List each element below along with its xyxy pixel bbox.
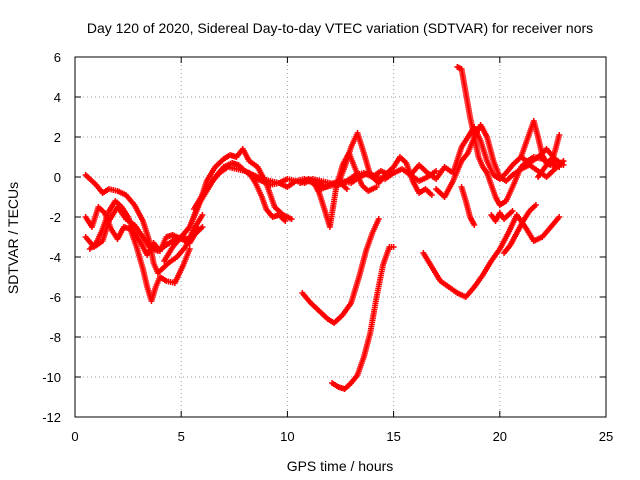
x-tick-label: 25: [599, 429, 613, 444]
y-tick-label: -4: [49, 250, 61, 265]
data-point: [428, 192, 435, 198]
series-s12: [299, 216, 382, 326]
series-s13: [329, 244, 397, 392]
data-point: [509, 208, 516, 214]
data-point: [390, 244, 397, 250]
x-tick-label: 20: [493, 429, 507, 444]
y-tick-label: 6: [54, 50, 61, 65]
y-tick-label: 0: [54, 170, 61, 185]
data-point: [343, 186, 350, 192]
y-tick-label: -12: [42, 410, 61, 425]
y-axis-label: SDTVAR / TECUs: [5, 182, 21, 294]
series-s4: [86, 198, 202, 258]
series-s18: [458, 184, 478, 228]
data-point: [199, 224, 206, 230]
data-point: [556, 214, 563, 220]
axis-ticks: 0 5 10 15 20 25 -12 -10 -8 -6 -4 -2 0 2 4 6: [42, 50, 613, 444]
y-tick-label: -10: [42, 370, 61, 385]
data-point: [560, 158, 567, 164]
series-s11: [335, 130, 435, 198]
data-point: [195, 226, 202, 232]
x-tick-label: 15: [386, 429, 400, 444]
chart-title: Day 120 of 2020, Sidereal Day-to-day VTE…: [87, 20, 593, 36]
y-tick-label: -8: [49, 330, 61, 345]
data-points: [82, 64, 567, 392]
data-point: [282, 218, 289, 224]
series-s10: [309, 150, 380, 230]
data-point: [288, 216, 295, 222]
data-point: [199, 212, 206, 218]
x-tick-label: 10: [280, 429, 294, 444]
x-tick-label: 0: [71, 429, 78, 444]
y-tick-label: -2: [49, 210, 61, 225]
series-s8: [246, 170, 289, 224]
plot-frame: [74, 56, 607, 418]
series-s20: [501, 202, 539, 256]
x-axis-label: GPS time / hours: [287, 458, 394, 474]
data-point: [556, 132, 563, 138]
series-s19: [488, 208, 516, 224]
x-tick-label: 5: [178, 429, 185, 444]
data-point: [186, 246, 193, 252]
data-point: [532, 202, 539, 208]
series-s14: [420, 212, 563, 300]
data-point: [375, 216, 382, 222]
data-point: [552, 162, 559, 168]
data-point: [373, 184, 380, 190]
y-tick-label: -6: [49, 290, 61, 305]
grid: [75, 57, 606, 417]
y-tick-label: 4: [54, 90, 61, 105]
series-s22: [535, 156, 559, 180]
series-s17: [433, 122, 567, 200]
data-point: [471, 222, 478, 228]
series-s2: [82, 204, 193, 304]
data-point: [433, 168, 440, 174]
y-tick-label: 2: [54, 130, 61, 145]
